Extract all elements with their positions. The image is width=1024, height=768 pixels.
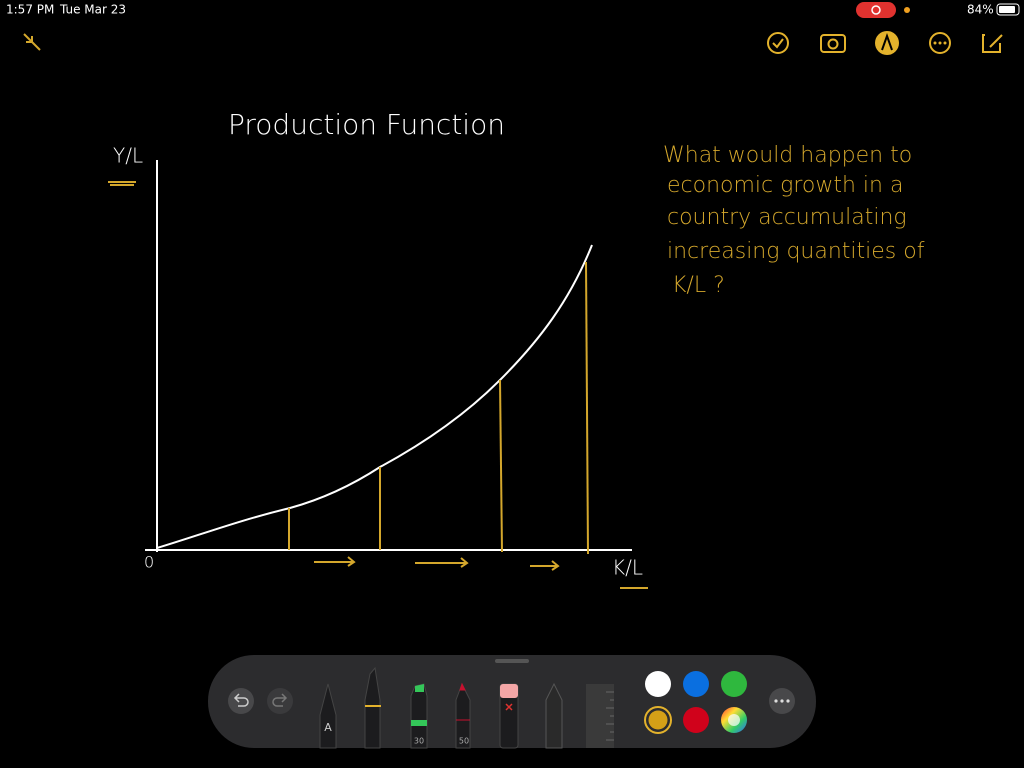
- color-picker-center: [728, 714, 740, 726]
- more-button[interactable]: [929, 32, 951, 54]
- markup-icon: [881, 33, 893, 51]
- lasso-tool[interactable]: [545, 682, 563, 749]
- battery-icon: [996, 3, 1020, 16]
- palette-handle[interactable]: [495, 659, 529, 663]
- color-blue[interactable]: [683, 671, 709, 697]
- y-axis-label: Y/L: [113, 144, 143, 168]
- color-green[interactable]: [721, 671, 747, 697]
- mic-dot: [904, 7, 910, 13]
- marker-size: 30: [414, 737, 424, 746]
- ruler-tool[interactable]: [586, 684, 614, 748]
- production-curve: [156, 244, 593, 549]
- eraser-tip: [500, 684, 518, 698]
- ruler-ticks: [606, 691, 614, 741]
- camera-lens: [827, 38, 839, 50]
- color-white[interactable]: [645, 671, 671, 697]
- done-button[interactable]: [767, 32, 789, 54]
- pencil-tool[interactable]: [364, 666, 381, 749]
- marker-color: [411, 720, 427, 726]
- color-selected-ring: [644, 706, 672, 734]
- question-line: What would happen to: [663, 143, 912, 168]
- undo-icon: [233, 693, 249, 707]
- fine-pen-size: 50: [459, 737, 469, 746]
- pen-label: A: [324, 721, 332, 734]
- eraser-x: [505, 703, 513, 711]
- question-line: K/L ?: [672, 273, 725, 298]
- fine-pen-tool[interactable]: [455, 682, 471, 749]
- origin-label: 0: [144, 553, 154, 572]
- color-red[interactable]: [683, 707, 709, 733]
- question: What would happen to economic growth in …: [663, 143, 925, 298]
- recording-indicator: [856, 2, 896, 18]
- redo-button[interactable]: [267, 688, 293, 714]
- collapse-button[interactable]: [23, 33, 41, 51]
- status-date: Tue Mar 23: [59, 3, 126, 17]
- undo-button[interactable]: [228, 688, 254, 714]
- fine-pen-color: [456, 682, 470, 721]
- question-line: increasing quantities of: [667, 239, 925, 264]
- pen-tool[interactable]: [319, 683, 337, 749]
- battery-level: [999, 6, 1015, 13]
- drop-lines: [288, 261, 589, 555]
- more-dots: [933, 41, 947, 45]
- palette-more-dots: [774, 699, 790, 703]
- compose-button[interactable]: [982, 34, 1003, 53]
- note-title: Production Function: [228, 108, 505, 141]
- marker-tip: [415, 684, 424, 692]
- question-line: economic growth in a: [667, 173, 903, 198]
- status-battery: 84%: [967, 3, 994, 17]
- status-time: 1:57 PM: [6, 3, 54, 17]
- color-yellow[interactable]: [648, 710, 668, 730]
- redo-icon: [272, 693, 288, 707]
- recording-dot: [871, 5, 881, 15]
- camera-button[interactable]: [820, 34, 846, 53]
- x-axis-label: K/L: [612, 556, 643, 580]
- y-label-underline: [108, 181, 136, 186]
- done-check: [772, 38, 784, 49]
- question-line: country accumulating: [667, 205, 907, 230]
- arrows: [314, 556, 560, 571]
- markup-button[interactable]: [875, 31, 899, 55]
